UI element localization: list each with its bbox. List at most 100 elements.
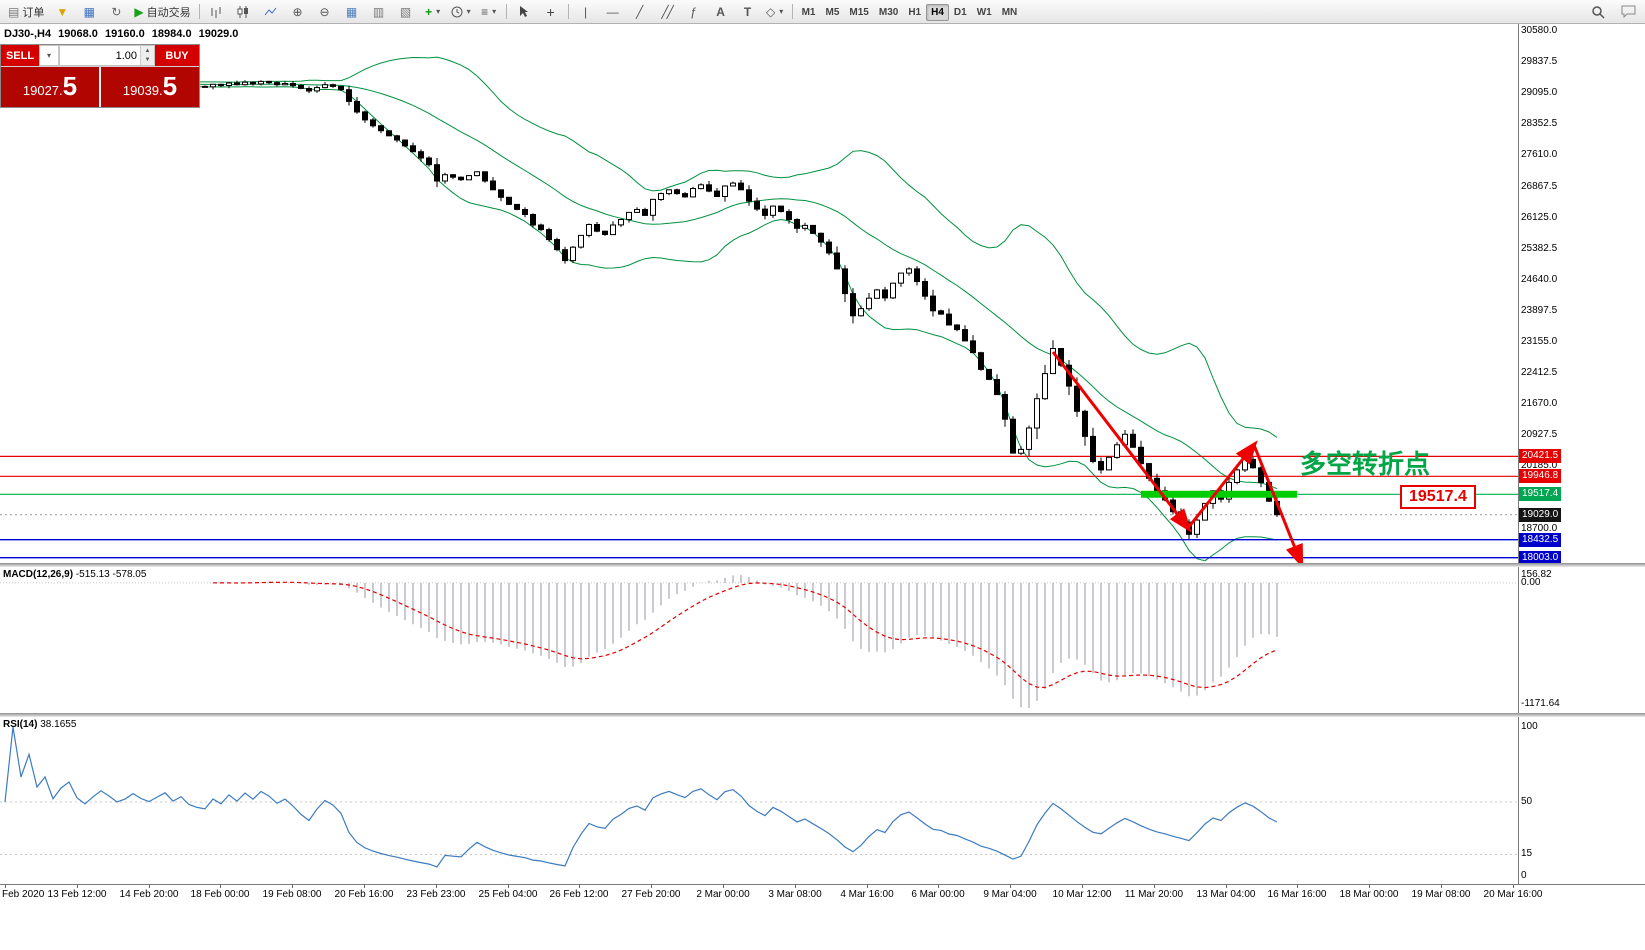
candlestick-chart-canvas[interactable] — [0, 24, 1518, 563]
timeframe-button-mn[interactable]: MN — [1001, 6, 1018, 18]
time-label: 20 Feb 16:00 — [334, 889, 394, 900]
channel-icon: ╱╱ — [661, 4, 674, 19]
indicators-icon: ≡ — [481, 4, 489, 19]
one-click-trading-panel: SELL ▾ 1.00 ▲ ▼ BUY 19027. 5 19039. 5 — [0, 44, 200, 108]
price-tick: 21670.0 — [1521, 398, 1558, 409]
channel-button[interactable]: ╱╱ — [654, 1, 680, 23]
vertical-line-button[interactable]: | — [573, 1, 599, 23]
price-tick: 23897.5 — [1521, 305, 1558, 316]
high-value: 19160.0 — [104, 28, 145, 40]
volume-down-button[interactable]: ▼ — [141, 55, 154, 65]
crosshair-icon: + — [546, 3, 555, 20]
refresh-button[interactable]: ↻ — [103, 1, 129, 23]
time-label: 3 Mar 08:00 — [768, 889, 822, 900]
macd-panel[interactable]: MACD(12,26,9) -515.13 -578.05 — [0, 567, 1518, 713]
time-tick — [5, 885, 6, 888]
periods-button[interactable]: ▾ — [447, 1, 475, 23]
time-label: 18 Feb 00:00 — [190, 889, 250, 900]
time-label: 13 Feb 12:00 — [47, 889, 107, 900]
macd-canvas[interactable] — [0, 567, 1518, 713]
price-level-box: 20421.5 — [1519, 449, 1562, 463]
new-order-icon: ▤ — [8, 4, 20, 19]
turning-point-annotation: 多空转折点 — [1300, 449, 1431, 479]
zoom-out-icon: ⊖ — [319, 4, 330, 19]
line-chart-button[interactable] — [258, 1, 284, 23]
fibonacci-button[interactable]: ƒ — [681, 1, 707, 23]
toolbar-separator — [198, 4, 200, 19]
horizontal-line-button[interactable]: — — [600, 1, 626, 23]
time-tick — [1441, 885, 1442, 888]
timeframe-button-d1[interactable]: D1 — [953, 6, 967, 18]
text-tool-button[interactable]: T — [735, 1, 761, 23]
price-tick: 26867.5 — [1521, 181, 1558, 192]
time-axis[interactable]: Feb 2020 13 Feb 12:00 14 Feb 20:00 18 Feb 0… — [0, 884, 1645, 907]
timeframe-button-m1[interactable]: M1 — [801, 6, 816, 18]
price-level-box: 18003.0 — [1519, 551, 1562, 565]
trend-arrow — [1051, 351, 1192, 533]
timeframe-button-m15[interactable]: M15 — [849, 6, 869, 18]
candles — [2, 79, 1280, 540]
candlestick-icon — [237, 5, 249, 18]
bar-chart-button[interactable] — [204, 1, 230, 23]
buy-price[interactable]: 19039. 5 — [101, 67, 199, 107]
sell-button[interactable]: SELL — [1, 45, 39, 66]
timeframe-button-h1[interactable]: H1 — [908, 6, 922, 18]
chart-area[interactable]: DJ30-,H4 19068.0 19160.0 18984.0 19029.0… — [0, 24, 1518, 563]
refresh-icon: ↻ — [111, 4, 122, 19]
search-button[interactable] — [1585, 1, 1611, 23]
autotrade-button[interactable]: ▶ 自动交易 — [130, 1, 194, 23]
macd-axis[interactable]: 156.82 0.00 -1171.64 — [1518, 567, 1645, 713]
chat-button[interactable] — [1615, 1, 1641, 23]
price-tick: 23155.0 — [1521, 336, 1558, 347]
arrows-tool-button[interactable]: A — [708, 1, 734, 23]
timeframe-button-h4[interactable]: H4 — [926, 3, 949, 21]
panel-separator[interactable] — [0, 563, 1645, 567]
buy-button[interactable]: BUY — [155, 45, 199, 66]
macd-axis-label: 0.00 — [1521, 577, 1541, 588]
sell-price[interactable]: 19027. 5 — [1, 67, 99, 107]
trendline-icon: ╱ — [635, 4, 644, 19]
rsi-axis-label: 50 — [1521, 796, 1533, 807]
close-value: 19029.0 — [198, 28, 239, 40]
volume-dropdown[interactable]: ▾ — [39, 45, 59, 66]
panel-separator[interactable] — [0, 713, 1645, 717]
volume-up-button[interactable]: ▲ — [141, 46, 154, 56]
new-chart-button[interactable]: + ▾ — [420, 1, 446, 23]
auto-arrange-button[interactable]: ▥ — [366, 1, 392, 23]
rsi-axis-label: 0 — [1521, 870, 1527, 881]
tile-windows-button[interactable]: ▦ — [339, 1, 365, 23]
price-tick: 25382.5 — [1521, 243, 1558, 254]
new-order-button[interactable]: ▤ 订单 — [4, 1, 48, 23]
rsi-canvas[interactable] — [0, 717, 1518, 884]
timeframe-button-w1[interactable]: W1 — [976, 6, 992, 18]
time-label: 13 Mar 04:00 — [1196, 889, 1256, 900]
profiles-button[interactable]: ▦ — [76, 1, 102, 23]
rsi-panel[interactable]: RSI(14) 38.1655 — [0, 717, 1518, 884]
vertical-line-icon: | — [584, 4, 588, 19]
time-label: 10 Mar 12:00 — [1052, 889, 1112, 900]
play-icon: ▶ — [134, 4, 144, 19]
timeframe-button-m30[interactable]: M30 — [878, 6, 899, 18]
zoom-out-button[interactable]: ⊖ — [312, 1, 338, 23]
rsi-axis[interactable]: 100 50 15 0 — [1518, 717, 1645, 884]
volume-value: 1.00 — [115, 49, 137, 62]
price-level-box: 19029.0 — [1519, 508, 1562, 522]
cursor-button[interactable] — [511, 1, 537, 23]
candlestick-chart-button[interactable] — [231, 1, 257, 23]
macd-axis-label: 156.82 — [1521, 569, 1552, 580]
market-watch-button[interactable]: ▼ — [49, 1, 75, 23]
chart-shift-button[interactable]: ▧ — [393, 1, 419, 23]
timeframe-button-m5[interactable]: M5 — [825, 6, 840, 18]
volume-input[interactable]: 1.00 ▲ ▼ — [59, 45, 155, 66]
horizontal-line-icon: — — [606, 4, 619, 19]
fibonacci-icon: ƒ — [690, 4, 697, 19]
time-label: 23 Feb 23:00 — [406, 889, 466, 900]
clock-icon — [451, 6, 463, 17]
zoom-in-button[interactable]: ⊕ — [285, 1, 311, 23]
price-axis[interactable]: 30580.0 29837.5 29095.0 28352.5 27610.0 26867… — [1518, 24, 1645, 565]
autotrade-label: 自动交易 — [146, 6, 191, 19]
indicators-button[interactable]: ≡ ▾ — [476, 1, 502, 23]
crosshair-button[interactable]: + — [538, 1, 564, 23]
trendline-button[interactable]: ╱ — [627, 1, 653, 23]
shapes-button[interactable]: ◇ ▾ — [762, 1, 788, 23]
